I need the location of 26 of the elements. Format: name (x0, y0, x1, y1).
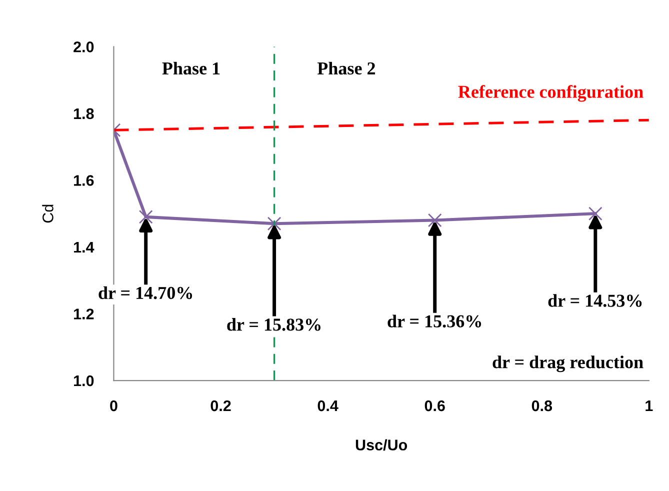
y-tick-label: 1.6 (74, 175, 94, 186)
x-axis-title: Usc/Uo (356, 439, 408, 451)
point (428, 213, 442, 228)
x-tick-label: 0.8 (532, 400, 552, 412)
annotation: dr = 14.70% (98, 286, 192, 300)
y-tick-label: 1.8 (74, 108, 94, 120)
annotation: dr = 15.83% (227, 318, 320, 331)
y-tick-label: 2.0 (74, 42, 94, 52)
point (138, 210, 153, 224)
annotation: dr = 14.53% (548, 294, 642, 307)
x-tick-label: 0.2 (210, 400, 231, 412)
point (588, 206, 602, 221)
annotation: dr = drag reduction (492, 356, 644, 372)
y-tick-label: 1.0 (74, 375, 94, 386)
point (267, 216, 282, 231)
x-tick-label: 0 (110, 400, 118, 412)
y-tick-label: 1.2 (74, 308, 94, 320)
x-tick-label: 1 (646, 400, 653, 412)
annotation: Phase 2 (317, 62, 376, 75)
x-tick-label: 0.4 (318, 400, 338, 412)
annotation: dr = 15.36% (388, 314, 482, 328)
x-tick-label: 0.6 (424, 400, 445, 412)
annotation: Reference configuration (458, 85, 644, 102)
annotation: Phase 1 (162, 62, 220, 75)
y-axis-title: Cd (42, 204, 54, 223)
y-tick-label: 1.4 (74, 242, 94, 253)
